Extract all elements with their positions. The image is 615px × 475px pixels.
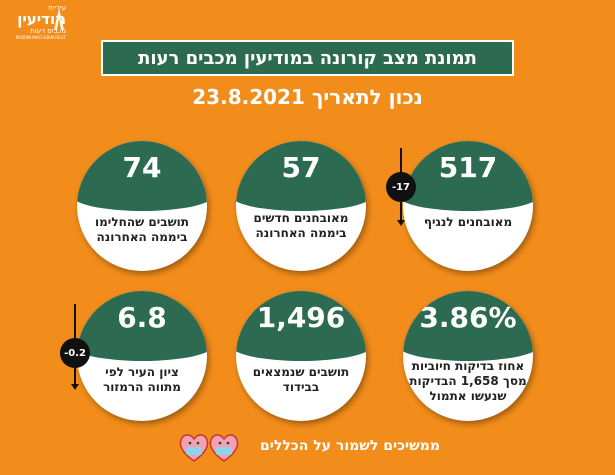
stat-label: מאובחנים לנגיף (423, 215, 513, 229)
arrow-down-icon (71, 384, 79, 390)
stat-label: תושבים שנמצאים בבידוד (252, 365, 350, 394)
stat-value: 1,496 (256, 301, 346, 334)
stat-label: מאובחנים חדשים ביממה האחרונה (253, 211, 349, 240)
stat-value: 74 (122, 151, 162, 184)
stat-label: אחוז בדיקות חיוביות מסך 1,658 הבדיקות שנ… (409, 359, 527, 403)
logo-line-2: מודיעין (17, 10, 66, 28)
delta-badge: -17 (386, 172, 416, 202)
logo-emblem-icon (54, 8, 64, 30)
stat-card-recovered: 74 תושבים שהחלימו ביממה האחרונה (77, 141, 207, 271)
stat-card-new-diagnosed: 57 מאובחנים חדשים ביממה האחרונה (236, 141, 366, 271)
city-logo: עיריית מודיעין מכבים רעות MODIIN MACCABI… (4, 4, 66, 40)
stat-card-traffic-light-score: 6.8 ציון העיר לפי מתווה הרמזור (77, 291, 207, 421)
logo-line-4: MODIIN MACCABIM REUT (15, 35, 66, 40)
stat-card-diagnosed: 517 מאובחנים לנגיף (403, 141, 533, 271)
date-line: נכון לתאריך 23.8.2021 (192, 85, 423, 109)
masked-hearts-icon (179, 434, 239, 462)
logo-line-3: מכבים רעות (30, 27, 66, 35)
stat-value: 3.86% (419, 301, 517, 334)
arrow-down-icon (397, 220, 405, 226)
logo-line-1: עיריית (48, 4, 66, 12)
stat-card-isolation: 1,496 תושבים שנמצאים בבידוד (236, 291, 366, 421)
stat-label: ציון העיר לפי מתווה הרמזור (103, 365, 181, 394)
stat-card-positive-rate: 3.86% אחוז בדיקות חיוביות מסך 1,658 הבדי… (403, 291, 533, 421)
page-title: תמונת מצב קורונה במודיעין מכבים רעות (101, 40, 514, 76)
delta-badge: -0.2 (60, 338, 90, 368)
stat-label: תושבים שהחלימו ביממה האחרונה (95, 215, 189, 244)
stat-value: 57 (281, 151, 321, 184)
footer-slogan: ממשיכים לשמור על הכללים (259, 438, 441, 454)
stat-value: 6.8 (117, 301, 167, 334)
stat-value: 517 (438, 151, 498, 184)
